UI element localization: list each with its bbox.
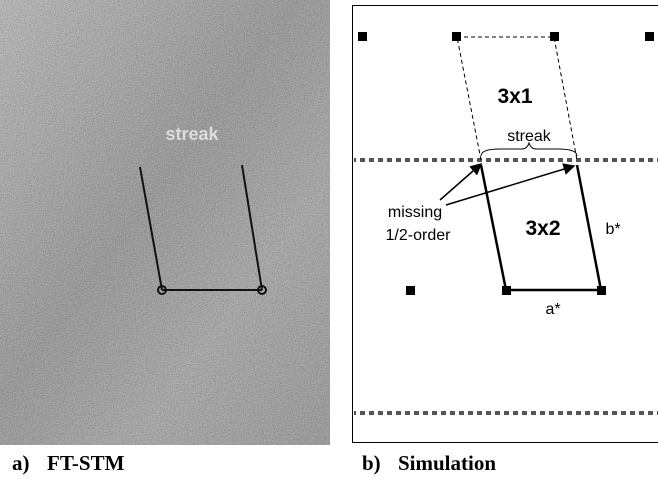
panel-caption: FT-STM: [47, 451, 125, 475]
panel-caption: Simulation: [398, 451, 496, 475]
a-star: a*: [545, 301, 560, 318]
streak-label: streak: [507, 128, 552, 145]
panel-label: b): [362, 451, 381, 475]
b-star: b*: [605, 221, 620, 238]
simulation-panel: 3x1 streak missing 1/2-order 3x2 b* a*: [353, 6, 658, 443]
streak-label: streak: [165, 124, 219, 144]
ft-stm-panel: streak: [0, 0, 330, 445]
panel-label: a): [12, 451, 30, 475]
figure: streak 3x1 streak missing 1/2-order 3x2 …: [0, 0, 658, 480]
cell-3x2: 3x2: [525, 217, 560, 240]
missing-label: missing: [388, 204, 442, 221]
cell-3x1: 3x1: [497, 85, 532, 108]
order-label: 1/2-order: [386, 227, 452, 244]
